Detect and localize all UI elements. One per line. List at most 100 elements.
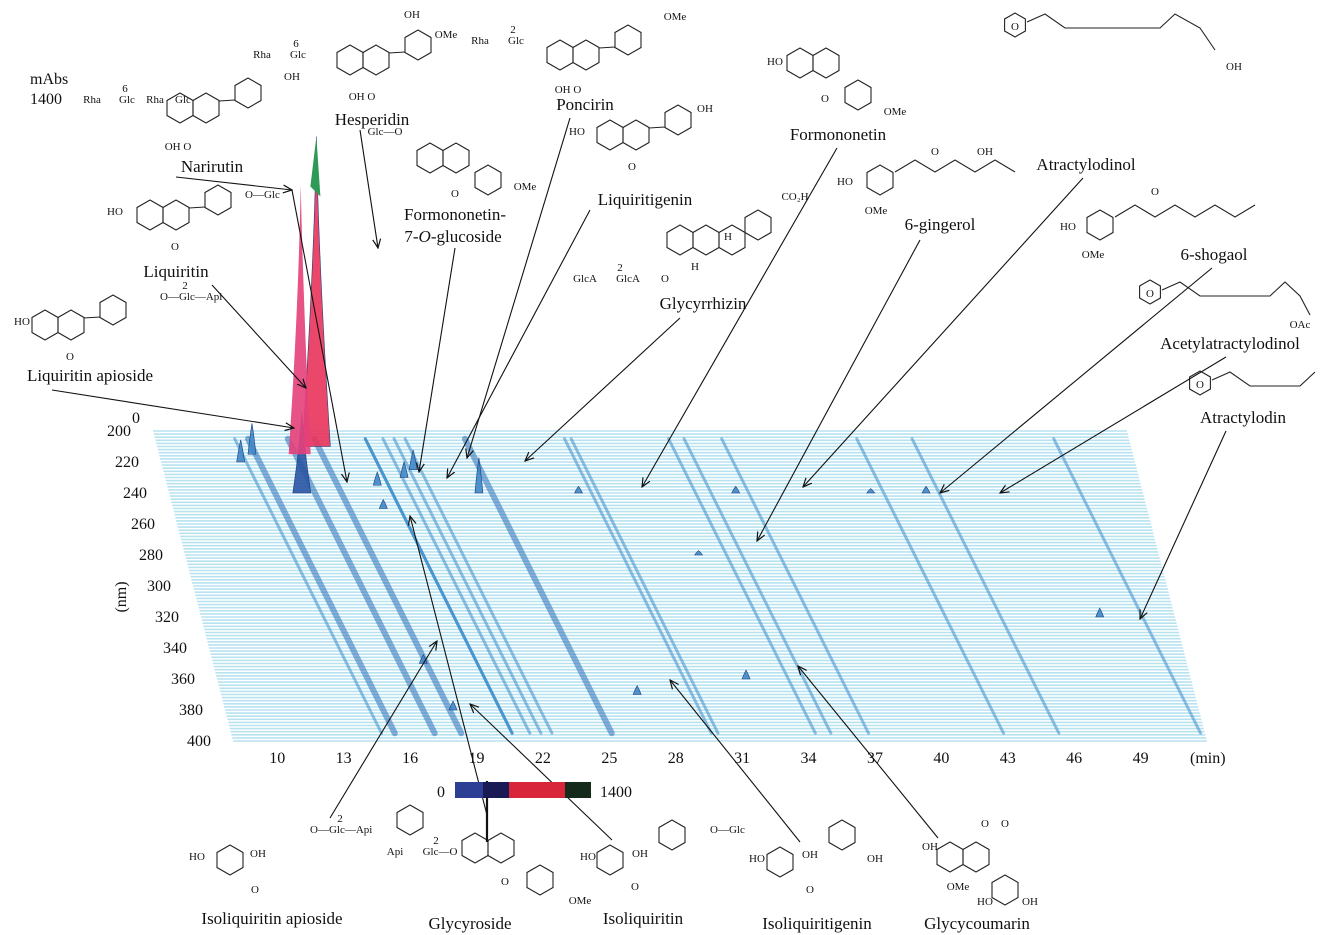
structure-group-label: HO <box>569 126 585 138</box>
peak-band <box>910 437 1061 735</box>
polyyne-chain <box>1161 281 1311 316</box>
ring <box>991 874 1019 906</box>
ring <box>1139 279 1161 305</box>
peak-band <box>720 437 871 735</box>
ring-c <box>57 309 85 341</box>
peak-band <box>1052 437 1203 735</box>
peak-band <box>233 437 384 735</box>
structure-group-label: H <box>724 231 732 243</box>
peak-band <box>667 437 817 735</box>
wavelength-tick-label: 380 <box>179 702 203 719</box>
arrow-isoliquiritigenin <box>670 680 801 843</box>
structure-group-label: Glc <box>508 35 524 47</box>
structure-group-label: OH <box>802 849 818 861</box>
structure-group-label: HO <box>977 896 993 908</box>
bond <box>218 99 236 102</box>
structure-group-label: OMe <box>884 106 907 118</box>
structure-group-label: Rha <box>471 35 489 47</box>
colorbar-segment <box>509 782 565 798</box>
structure-group-label: 2 <box>510 24 516 36</box>
structure-group-label: HO <box>749 853 765 865</box>
peak-mark <box>399 461 409 478</box>
time-tick-label: 28 <box>668 750 684 767</box>
structure-group-label: Rha <box>83 94 101 106</box>
wavelength-tick-label: 200 <box>107 423 131 440</box>
peak-mark <box>247 423 257 455</box>
time-tick-label: 43 <box>1000 750 1016 767</box>
arrow-hesperidin <box>359 129 378 248</box>
compound-label-liquiritin: Liquiritin <box>143 262 209 281</box>
structure-group-label: OH O <box>165 141 192 153</box>
ring-a <box>596 119 624 151</box>
ring-c <box>622 119 650 151</box>
structure-group-label: OMe <box>569 895 592 907</box>
structure-group-label: OH <box>404 9 420 21</box>
structure-group-label: OAc <box>1290 319 1311 331</box>
ring <box>866 164 894 196</box>
structure-group-label: O—Glc—Api <box>310 824 372 836</box>
structure-group-label: 6 <box>122 83 128 95</box>
colorbar-segment <box>455 782 483 798</box>
structure-group-label: OH <box>284 71 300 83</box>
structure-group-label: OMe <box>435 29 458 41</box>
ring-steroid <box>692 224 720 256</box>
alkyl-chain <box>1114 204 1256 218</box>
compound-label-acetylatractylodinol: Acetylatractylodinol <box>1160 334 1300 353</box>
ring-a <box>31 309 59 341</box>
arrow-shogaol <box>940 267 1213 493</box>
arrow-acetylatractylodinol <box>1000 356 1227 493</box>
arrow-poncirin <box>467 117 571 458</box>
structure-group-label: Glc—O <box>423 846 458 858</box>
compound-label-hesperidin: Hesperidin <box>335 110 410 129</box>
peak-band <box>682 437 833 735</box>
structure-group-label: OH <box>1022 896 1038 908</box>
time-tick-label: 46 <box>1066 750 1082 767</box>
z-axis-min-label: 0 <box>132 410 140 427</box>
ring-steroid <box>744 209 772 241</box>
structure-group-label: O <box>66 351 74 363</box>
annotation-arrows <box>51 117 1227 843</box>
peak-mark <box>378 499 388 509</box>
ring <box>461 832 489 864</box>
peak-mark <box>1095 607 1105 618</box>
structure-group-label: HO <box>580 851 596 863</box>
arrow-isoliquiritin <box>470 704 613 841</box>
peak-mark <box>448 700 458 711</box>
arrow-liquiritigenin <box>447 209 591 478</box>
wavelength-tick-label: 280 <box>139 547 163 564</box>
bond <box>648 126 666 129</box>
compound-label-gingerol: 6-gingerol <box>905 215 976 234</box>
ring-a <box>546 39 574 71</box>
compound-label-atractylodinol: Atractylodinol <box>1036 155 1135 174</box>
peak-band <box>461 435 615 737</box>
structure-group-label: 2 <box>182 280 188 292</box>
structure-group-label: O <box>1011 21 1019 33</box>
peak-band <box>381 437 532 735</box>
colorbar-segment <box>483 782 509 798</box>
peak-mark <box>866 488 876 494</box>
polyyne-chain <box>1211 371 1316 387</box>
compound-label-formononetin: Formononetin <box>790 125 887 144</box>
time-tick-label: 25 <box>601 750 617 767</box>
wavelength-tick-label: 320 <box>155 609 179 626</box>
ring <box>936 841 964 873</box>
structure-group-label: O <box>981 818 989 830</box>
compound-label-glycycoumarin: Glycycoumarin <box>924 914 1030 933</box>
peak-band <box>563 437 713 735</box>
structure-group-label: GlcA <box>573 273 597 285</box>
ring <box>828 819 856 851</box>
bond <box>598 46 616 49</box>
structure-group-label: O—Glc <box>710 824 745 836</box>
arrow-formononetin <box>642 147 838 487</box>
peak-mark <box>921 485 931 494</box>
structure-group-label: OMe <box>514 181 537 193</box>
structure-group-label: O <box>821 93 829 105</box>
z-axis-label: mAbs <box>30 71 68 88</box>
structure-group-label: HO <box>189 851 205 863</box>
ring <box>1086 209 1114 241</box>
ring-steroid <box>718 224 746 256</box>
ring <box>442 142 470 174</box>
structure-group-label: HO <box>837 176 853 188</box>
arrow-glycyrrhizin <box>525 317 681 461</box>
wavelength-tick-label: 340 <box>163 640 187 657</box>
